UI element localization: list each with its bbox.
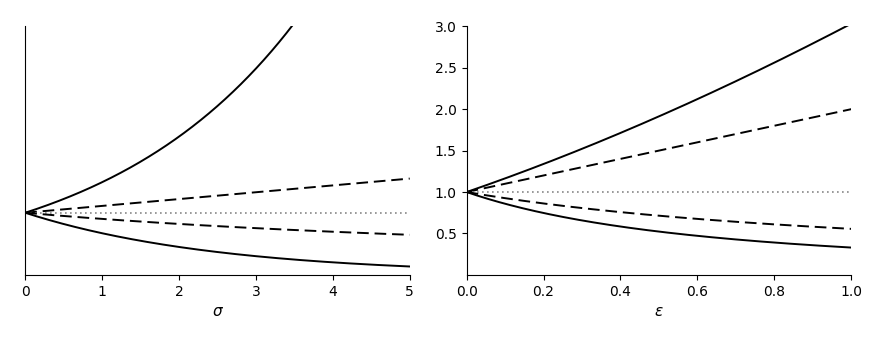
X-axis label: ε: ε [655,304,663,319]
X-axis label: σ: σ [213,304,223,319]
